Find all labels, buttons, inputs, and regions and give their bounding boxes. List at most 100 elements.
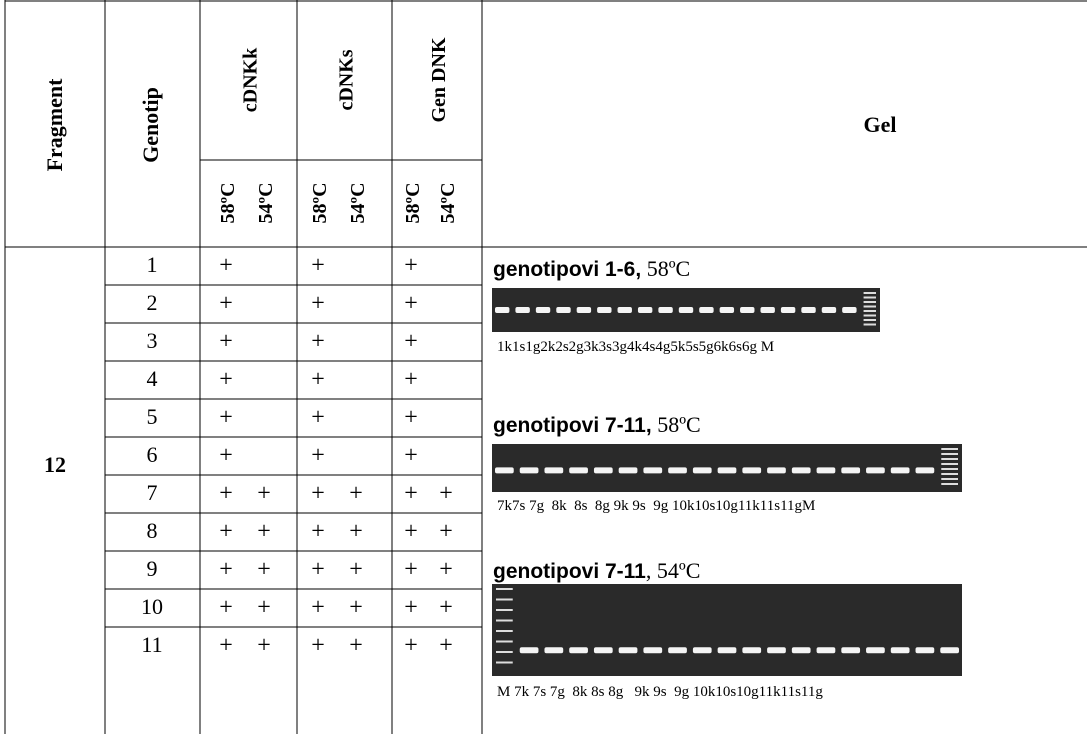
gel-band: [699, 307, 714, 313]
gel-band: [643, 467, 663, 474]
gel-band: [668, 467, 687, 474]
gel-ladder: [496, 588, 513, 590]
genotype: 1: [147, 252, 158, 277]
header-temp: 58ºC: [309, 182, 331, 223]
header-group: cDNKs: [336, 49, 358, 110]
plus-mark: +: [257, 481, 271, 507]
gel-ladder: [863, 301, 876, 303]
plus-mark: +: [349, 557, 363, 583]
plus-mark: +: [404, 519, 418, 545]
gel-ladder: [863, 292, 876, 294]
gel-ladder: [863, 314, 876, 317]
plus-mark: +: [404, 481, 418, 507]
plus-mark: +: [404, 329, 418, 355]
plus-mark: +: [439, 519, 453, 545]
gel-band: [544, 647, 564, 654]
plus-mark: +: [404, 443, 418, 469]
gel-band: [569, 647, 588, 654]
plus-mark: +: [219, 481, 233, 507]
header-fragment: Fragment: [42, 78, 67, 172]
gel-band: [915, 647, 935, 654]
header-group: Gen DNK: [428, 37, 450, 122]
gel-band: [668, 647, 687, 654]
gel-title-rest: , 54ºC: [646, 558, 701, 583]
gel-band: [678, 307, 694, 313]
genotype: 11: [141, 632, 162, 657]
gel-band: [740, 307, 755, 313]
gel-band: [816, 647, 836, 654]
gel-title-rest: 58ºC: [652, 412, 701, 437]
gel-image: [492, 584, 962, 676]
gel-title: genotipovi 7-11, 54ºC: [493, 558, 700, 583]
gel-ladder: [863, 305, 876, 308]
gel-band: [519, 647, 539, 654]
gel-band: [515, 307, 530, 313]
gel-ladder: [941, 453, 958, 455]
genotype: 9: [147, 556, 158, 581]
gel-title-rest: 58ºC: [641, 256, 690, 281]
gel-band: [767, 647, 786, 654]
header-genotype: Genotip: [138, 87, 163, 163]
gel-ladder: [941, 478, 958, 480]
plus-mark: +: [349, 595, 363, 621]
plus-mark: +: [219, 633, 233, 659]
plus-mark: +: [219, 367, 233, 393]
gel-band: [841, 467, 861, 474]
gel-band: [866, 647, 885, 654]
header-temp: 54ºC: [255, 182, 277, 223]
gel-ladder: [496, 661, 513, 664]
gel-lane-labels: M 7k 7s 7g 8k 8s 8g 9k 9s 9g 10k10s10g11…: [497, 684, 823, 700]
gel-band: [544, 467, 564, 474]
plus-mark: +: [257, 633, 271, 659]
gel-band: [535, 307, 551, 313]
gel-band: [791, 647, 811, 654]
gel-title-bold: genotipovi 1-6,: [493, 258, 641, 281]
header-temp: 54ºC: [437, 182, 459, 223]
gel-title-bold: genotipovi 7-11: [493, 560, 646, 583]
plus-mark: +: [219, 329, 233, 355]
gel-band: [791, 467, 811, 474]
gel-title: genotipovi 7-11, 58ºC: [493, 412, 701, 437]
gel-band: [816, 467, 836, 474]
plus-mark: +: [311, 481, 325, 507]
plus-mark: +: [349, 481, 363, 507]
plus-mark: +: [219, 405, 233, 431]
plus-mark: +: [349, 633, 363, 659]
gel-ladder: [496, 640, 513, 643]
plus-mark: +: [404, 291, 418, 317]
gel-band: [593, 647, 613, 654]
gel-band: [495, 307, 510, 313]
gel-band: [890, 647, 910, 654]
plus-mark: +: [311, 329, 325, 355]
plus-mark: +: [311, 405, 325, 431]
gel-ladder: [863, 323, 876, 326]
plus-mark: +: [404, 367, 418, 393]
plus-mark: +: [439, 595, 453, 621]
gel-lane-labels: 7k7s 7g 8k 8s 8g 9k 9s 9g 10k10s10g11k11…: [497, 498, 815, 514]
header-temp: 58ºC: [402, 182, 424, 223]
plus-mark: +: [439, 557, 453, 583]
plus-mark: +: [311, 519, 325, 545]
gel-ladder: [941, 458, 958, 460]
gel-band: [890, 467, 910, 474]
gel-band: [658, 307, 673, 313]
gel-ladder: [496, 630, 513, 632]
plus-mark: +: [219, 595, 233, 621]
gel-ladder: [863, 296, 876, 299]
genotype: 3: [147, 328, 158, 353]
gel-band: [780, 307, 796, 313]
gel-band: [495, 467, 514, 474]
plus-mark: +: [219, 557, 233, 583]
gel-band: [569, 467, 588, 474]
plus-mark: +: [311, 367, 325, 393]
gel-band: [519, 467, 539, 474]
plus-mark: +: [219, 443, 233, 469]
gel-band: [692, 647, 712, 654]
genotype: 8: [147, 518, 158, 543]
header-temp: 54ºC: [347, 182, 369, 223]
gel-title: genotipovi 1-6, 58ºC: [493, 256, 690, 281]
plus-mark: +: [257, 595, 271, 621]
gel-band: [597, 307, 612, 313]
gel-band: [717, 467, 737, 474]
